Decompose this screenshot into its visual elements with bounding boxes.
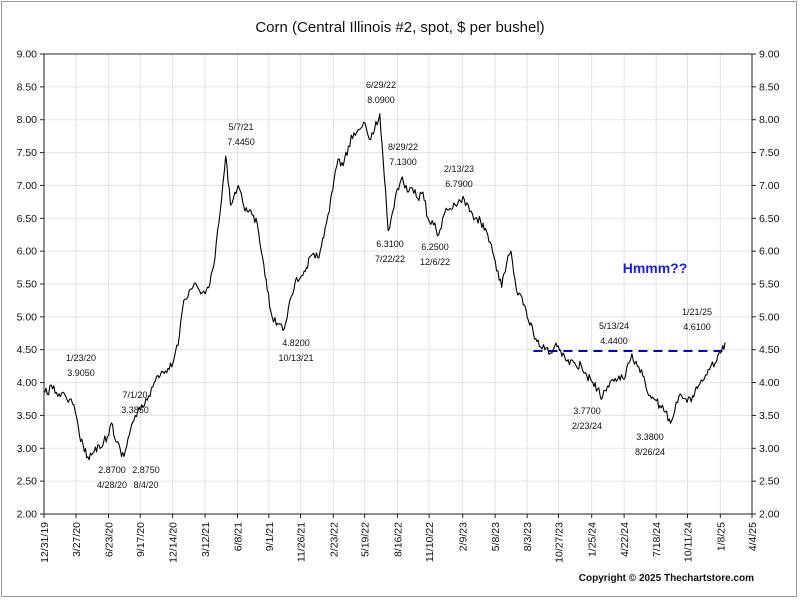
y-tick-label-right: 2.00 [759, 509, 780, 521]
y-tick-label-left: 7.50 [17, 147, 38, 159]
x-tick-label: 7/18/24 [651, 522, 663, 557]
y-tick-label-left: 8.00 [17, 114, 38, 126]
annotation-value: 3.7700 [573, 406, 601, 416]
annotation-date: 8/29/22 [388, 142, 418, 152]
x-tick-label: 3/12/21 [200, 522, 212, 557]
annotation-date: 2/13/23 [444, 164, 474, 174]
y-tick-label-right: 5.50 [759, 279, 780, 291]
annotation-date: 6/29/22 [366, 80, 396, 90]
annotation-value: 2.8700 [98, 465, 126, 475]
annotation-date: 7/22/22 [375, 254, 405, 264]
y-tick-label-left: 8.50 [17, 81, 38, 93]
y-tick-label-right: 4.50 [759, 344, 780, 356]
annotation-date: 2/23/24 [572, 421, 602, 431]
annotation-date: 8/4/20 [133, 480, 158, 490]
annotation-value: 7.4450 [227, 137, 255, 147]
x-tick-label: 2/23/22 [328, 522, 340, 557]
annotation-date: 4/28/20 [97, 480, 127, 490]
x-tick-label: 5/19/22 [360, 522, 372, 557]
x-tick-label: 3/27/20 [71, 522, 83, 557]
x-tick-label: 9/1/21 [264, 522, 276, 551]
annotation-value: 6.2500 [421, 242, 449, 252]
y-tick-label-left: 4.00 [17, 377, 38, 389]
callout-text: Hmmm?? [623, 260, 688, 276]
price-series-line [44, 113, 726, 461]
x-tick-label: 9/17/20 [135, 522, 147, 557]
y-tick-label-right: 5.00 [759, 311, 780, 323]
annotation-date: 1/21/25 [682, 307, 712, 317]
annotation-value: 4.4400 [600, 336, 628, 346]
annotation-value: 6.3100 [376, 239, 404, 249]
x-tick-label: 4/22/24 [619, 522, 631, 557]
x-tick-label: 10/27/23 [554, 522, 566, 563]
y-tick-label-right: 8.50 [759, 81, 780, 93]
x-tick-label: 12/14/20 [168, 522, 180, 563]
annotation-date: 5/13/24 [599, 321, 629, 331]
y-tick-label-right: 9.00 [759, 49, 780, 61]
x-tick-label: 6/23/20 [103, 522, 115, 557]
annotation-date: 1/23/20 [66, 353, 96, 363]
x-tick-label: 4/4/25 [747, 522, 759, 551]
annotation-value: 2.8750 [132, 465, 160, 475]
annotation-value: 8.0900 [367, 95, 395, 105]
x-tick-label: 8/3/23 [522, 522, 534, 551]
y-tick-label-left: 2.50 [17, 476, 38, 488]
y-tick-label-right: 6.50 [759, 213, 780, 225]
x-tick-label: 11/10/22 [424, 522, 436, 562]
y-tick-label-left: 5.50 [17, 279, 38, 291]
annotation-value: 6.7900 [445, 179, 473, 189]
y-tick-label-right: 6.00 [759, 246, 780, 258]
y-tick-label-left: 7.00 [17, 180, 38, 192]
y-tick-label-left: 5.00 [17, 311, 38, 323]
x-tick-label: 8/16/22 [392, 522, 404, 557]
annotation-date: 10/13/21 [278, 353, 313, 363]
y-tick-label-left: 9.00 [17, 49, 38, 61]
y-tick-label-right: 8.00 [759, 114, 780, 126]
chart-title: Corn (Central Illinois #2, spot, $ per b… [255, 19, 545, 36]
annotation-value: 7.1300 [389, 157, 417, 167]
annotation-value: 3.9050 [67, 368, 95, 378]
y-tick-label-right: 3.00 [759, 443, 780, 455]
annotation-date: 5/7/21 [228, 122, 253, 132]
annotation-value: 3.3800 [636, 432, 664, 442]
x-tick-label: 11/26/21 [296, 522, 308, 562]
y-tick-label-left: 2.00 [17, 509, 38, 521]
y-tick-label-right: 7.50 [759, 147, 780, 159]
y-tick-label-left: 3.50 [17, 410, 38, 422]
copyright-text: Copyright © 2025 Thechartstore.com [578, 573, 754, 584]
x-tick-label: 5/8/23 [490, 522, 502, 551]
annotation-value: 3.3850 [121, 405, 149, 415]
annotation-date: 12/6/22 [420, 257, 450, 267]
annotation-value: 4.8200 [282, 338, 310, 348]
x-tick-label: 1/25/24 [587, 522, 599, 557]
y-tick-label-left: 4.50 [17, 344, 38, 356]
annotation-date: 7/1/20 [122, 390, 147, 400]
annotation-date: 8/26/24 [635, 447, 665, 457]
y-tick-label-right: 4.00 [759, 377, 780, 389]
x-tick-label: 1/8/25 [715, 522, 727, 551]
y-tick-label-right: 7.00 [759, 180, 780, 192]
y-tick-label-left: 3.00 [17, 443, 38, 455]
x-tick-label: 10/11/24 [683, 522, 695, 562]
y-tick-label-left: 6.50 [17, 213, 38, 225]
y-tick-label-right: 2.50 [759, 476, 780, 488]
annotation-value: 4.6100 [683, 322, 711, 332]
y-tick-label-left: 6.00 [17, 246, 38, 258]
x-tick-label: 2/9/23 [458, 522, 470, 551]
x-tick-label: 12/31/19 [39, 522, 51, 563]
plot-border [43, 53, 753, 515]
x-tick-label: 6/8/21 [232, 522, 244, 551]
y-tick-label-right: 3.50 [759, 410, 780, 422]
